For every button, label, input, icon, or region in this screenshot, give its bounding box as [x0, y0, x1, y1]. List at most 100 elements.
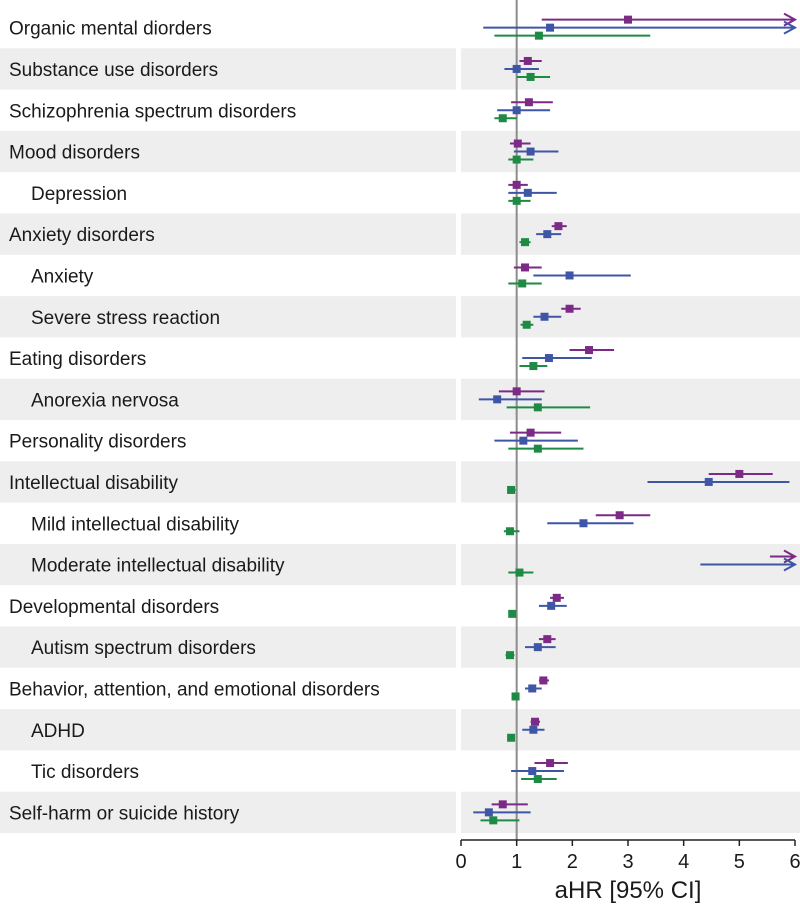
- row-label: Eating disorders: [9, 349, 146, 370]
- row-band: [0, 791, 456, 833]
- point-estimate: [533, 403, 542, 412]
- point-estimate: [552, 593, 561, 602]
- row-label: Mood disorders: [9, 143, 140, 164]
- row-label: Autism spectrum disorders: [31, 638, 256, 659]
- point-estimate: [526, 428, 535, 437]
- x-axis: 0 1 2 3 4 5 6: [455, 839, 800, 873]
- row-label: Severe stress reaction: [31, 308, 220, 329]
- point-estimate: [735, 469, 744, 478]
- row-band: [461, 130, 800, 173]
- row-band: [461, 626, 800, 668]
- point-estimate: [513, 139, 522, 148]
- point-estimate: [511, 692, 520, 701]
- row-band: [0, 709, 456, 751]
- plot-marks: [473, 12, 798, 825]
- point-estimate: [518, 279, 527, 288]
- point-estimate: [547, 601, 556, 610]
- row-band: [0, 296, 456, 338]
- point-estimate: [565, 304, 574, 313]
- point-estimate: [508, 609, 517, 618]
- point-estimate: [512, 155, 521, 164]
- point-estimate: [526, 72, 535, 81]
- row-label: Organic mental diorders: [9, 19, 212, 40]
- point-estimate: [546, 23, 555, 32]
- ci-arrow: [783, 557, 798, 572]
- point-estimate: [540, 312, 549, 321]
- point-estimate: [531, 717, 540, 726]
- x-tick-label: 5: [734, 851, 745, 873]
- point-estimate: [529, 362, 538, 371]
- x-tick-label: 6: [789, 851, 800, 873]
- row-label: Schizophrenia spectrum disorders: [9, 101, 296, 122]
- row-label: Personality disorders: [9, 432, 186, 453]
- row-label: Tic disorders: [31, 762, 139, 783]
- x-tick-label: 2: [567, 851, 578, 873]
- point-estimate: [507, 485, 516, 494]
- row-label: Intellectual disability: [9, 473, 178, 494]
- point-estimate: [544, 354, 553, 363]
- ci-arrow: [783, 20, 798, 35]
- row-label: Anxiety disorders: [9, 225, 155, 246]
- point-estimate: [505, 527, 514, 536]
- row-label: ADHD: [31, 721, 85, 742]
- row-label: Moderate intellectual disability: [31, 556, 285, 577]
- point-estimate: [512, 180, 521, 189]
- row-band: [0, 626, 456, 668]
- point-estimate: [529, 725, 538, 734]
- point-estimate: [493, 395, 502, 404]
- x-tick-label: 4: [678, 851, 689, 873]
- point-estimate: [484, 808, 493, 817]
- row-labels: Organic mental diorders Substance use dis…: [9, 19, 380, 825]
- point-estimate: [515, 568, 524, 577]
- point-estimate: [533, 775, 542, 784]
- point-estimate: [528, 684, 537, 693]
- row-band: [461, 296, 800, 338]
- point-estimate: [585, 346, 594, 355]
- row-band: [0, 543, 456, 586]
- point-estimate: [579, 519, 588, 528]
- point-estimate: [523, 188, 532, 197]
- row-bands: [0, 48, 800, 833]
- point-estimate: [498, 800, 507, 809]
- point-estimate: [522, 320, 531, 329]
- row-label: Anorexia nervosa: [31, 390, 179, 411]
- point-estimate: [615, 511, 624, 520]
- row-band: [0, 48, 456, 90]
- point-estimate: [498, 114, 507, 123]
- row-label: Behavior, attention, and emotional disor…: [9, 679, 380, 700]
- point-estimate: [512, 387, 521, 396]
- point-estimate: [512, 196, 521, 205]
- point-estimate: [534, 31, 543, 40]
- point-estimate: [524, 98, 533, 107]
- x-tick-label: 3: [622, 851, 633, 873]
- point-estimate: [543, 230, 552, 239]
- row-label: Self-harm or suicide history: [9, 803, 240, 824]
- row-label: Anxiety: [31, 266, 94, 287]
- row-label: Developmental disorders: [9, 597, 219, 618]
- point-estimate: [505, 651, 514, 660]
- point-estimate: [565, 271, 574, 280]
- point-estimate: [704, 477, 713, 486]
- x-tick-label: 0: [455, 851, 466, 873]
- point-estimate: [521, 263, 530, 272]
- point-estimate: [523, 56, 532, 65]
- point-estimate: [533, 444, 542, 453]
- point-estimate: [489, 816, 498, 825]
- point-estimate: [512, 106, 521, 115]
- point-estimate: [519, 436, 528, 445]
- point-estimate: [543, 635, 552, 644]
- point-estimate: [624, 15, 632, 24]
- row-label: Substance use disorders: [9, 60, 218, 81]
- point-estimate: [554, 222, 563, 231]
- point-estimate: [533, 643, 542, 652]
- row-label: Mild intellectual disability: [31, 514, 240, 535]
- point-estimate: [546, 759, 555, 768]
- x-axis-title: aHR [95% CI]: [555, 877, 702, 904]
- row-band: [0, 378, 456, 420]
- x-tick-label: 1: [511, 851, 522, 873]
- point-estimate: [528, 767, 537, 776]
- row-band: [461, 213, 800, 255]
- row-band: [0, 130, 456, 173]
- row-band: [461, 709, 800, 751]
